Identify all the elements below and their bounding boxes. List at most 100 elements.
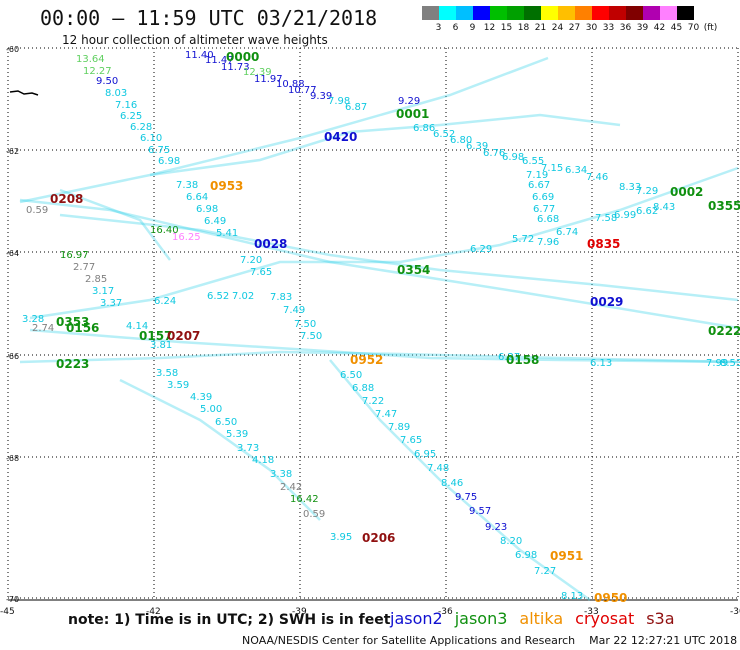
wave-height-label: 7.65 <box>250 267 272 278</box>
wave-height-label: 6.98 <box>158 156 180 167</box>
scale-label: 12 <box>483 23 496 33</box>
wave-height-label: 11.40 <box>185 50 214 61</box>
lon-label: -33 <box>584 607 599 617</box>
time-label: 0951 <box>550 549 583 563</box>
legend-cryosat: cryosat <box>575 609 635 628</box>
wave-height-label: 7.58 <box>595 213 617 224</box>
wave-height-label: 7.46 <box>586 172 608 183</box>
wave-height-label: 6.39 <box>466 141 488 152</box>
wave-height-label: 6.80 <box>450 135 472 146</box>
track-line <box>19 56 549 204</box>
wave-height-label: 6.25 <box>120 111 142 122</box>
track-line <box>59 188 171 261</box>
wave-height-label: 7.96 <box>537 237 559 248</box>
wave-height-label: 6.50 <box>340 370 362 381</box>
color-scale-bar <box>422 6 694 20</box>
track-line <box>29 166 739 320</box>
legend-jason2: jason2 <box>390 609 443 628</box>
wave-height-label: 7.49 <box>283 305 305 316</box>
wave-height-label: 7.38 <box>176 180 198 191</box>
time-label: 0206 <box>362 531 395 545</box>
wave-height-label: 6.24 <box>154 296 176 307</box>
time-label: 0028 <box>254 237 287 251</box>
lat-label: -60 <box>6 45 19 54</box>
scale-label: 45 <box>670 23 683 33</box>
time-label: 0000 <box>226 50 259 64</box>
track-line <box>19 198 739 330</box>
wave-height-label: 6.88 <box>352 383 374 394</box>
scale-swatch <box>473 6 490 20</box>
lat-lon-grid <box>7 47 739 601</box>
wave-height-label: 4.14 <box>126 321 148 332</box>
wave-height-label: 7.29 <box>636 186 658 197</box>
wave-height-label: 3.17 <box>92 286 114 297</box>
legend-altika: altika <box>519 609 564 628</box>
wave-height-label: 8.53 <box>720 358 740 369</box>
lon-label: -39 <box>292 607 307 617</box>
wave-height-label: 9.39 <box>310 91 332 102</box>
scale-swatch <box>643 6 660 20</box>
wave-height-label: 10.77 <box>288 85 317 96</box>
time-label: 0156 <box>66 321 99 335</box>
scale-label: 3 <box>435 23 442 33</box>
wave-height-label: 7.19 <box>526 170 548 181</box>
units-note: note: 1) Time is in UTC; 2) SWH is in fe… <box>68 612 391 628</box>
time-label: 0355 <box>708 199 740 213</box>
scale-label: 70 <box>687 23 700 33</box>
wave-height-label: 4.39 <box>190 392 212 403</box>
lon-label: -36 <box>438 607 453 617</box>
wave-height-label: 6.69 <box>532 192 554 203</box>
scale-swatch <box>541 6 558 20</box>
wave-height-label: 6.55 <box>522 156 544 167</box>
wave-height-label: 2.42 <box>280 482 302 493</box>
time-label: 0420 <box>324 130 357 144</box>
wave-height-label: 3.58 <box>156 368 178 379</box>
wave-height-label: 5.41 <box>216 228 238 239</box>
legend-s3a: s3a <box>646 609 675 628</box>
scale-label: (ft) <box>703 23 718 33</box>
map-title: 00:00 – 11:59 UTC 03/21/2018 <box>40 6 378 30</box>
wave-height-label: 9.50 <box>96 76 118 87</box>
wave-height-label: 6.52 <box>433 129 455 140</box>
wave-height-label: 7.15 <box>541 163 563 174</box>
time-label: 0157 <box>139 329 172 343</box>
wave-height-label: 9.57 <box>469 506 491 517</box>
wave-height-label: 5.39 <box>226 429 248 440</box>
wave-height-label: 7.27 <box>534 566 556 577</box>
scale-label: 21 <box>534 23 547 33</box>
wave-height-label: 6.99 <box>614 210 636 221</box>
wave-height-labels: 13.6412.279.508.037.166.256.286.106.756.… <box>0 0 740 602</box>
wave-height-label: 6.98 <box>196 204 218 215</box>
track-line <box>59 213 739 302</box>
scale-swatch <box>677 6 694 20</box>
time-label: 0207 <box>167 329 200 343</box>
satellite-legend: jason2 jason3 altika cryosat s3a <box>390 609 675 628</box>
wave-height-label: 6.62 <box>636 206 658 217</box>
axis-labels: -60 -62 -64 -66 -68 -70 -45 -42 -39 -36 -33 -30 <box>0 45 740 617</box>
time-label: 0222 <box>708 324 740 338</box>
wave-height-label: 6.74 <box>556 227 578 238</box>
scale-label: 39 <box>636 23 649 33</box>
lon-label: -45 <box>0 607 15 617</box>
wave-height-label: 3.38 <box>270 469 292 480</box>
scale-swatch <box>422 6 439 20</box>
lon-label: -42 <box>146 607 161 617</box>
wave-height-label: 8.20 <box>500 536 522 547</box>
track-line <box>119 378 321 521</box>
time-label: 0950 <box>594 591 627 605</box>
wave-height-label: 0.59 <box>26 205 48 216</box>
wave-height-label: 5.00 <box>200 404 222 415</box>
satellite-tracks <box>19 56 739 602</box>
scale-swatch <box>660 6 677 20</box>
time-label: 0208 <box>50 192 83 206</box>
time-label: 0835 <box>587 237 620 251</box>
wave-height-label: 6.87 <box>345 102 367 113</box>
wave-height-label: 12.39 <box>243 67 272 78</box>
wave-height-label: 6.29 <box>470 244 492 255</box>
scale-label: 9 <box>469 23 476 33</box>
wave-height-label: 8.13 <box>561 591 583 602</box>
wave-height-label: 7.20 <box>240 255 262 266</box>
wave-height-label: 6.27 <box>498 352 520 363</box>
wave-height-label: 10.88 <box>276 79 305 90</box>
